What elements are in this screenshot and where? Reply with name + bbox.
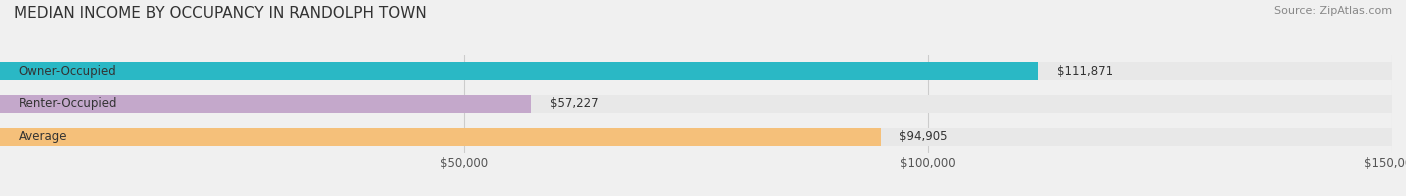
Bar	[0, 62, 1038, 80]
Text: Source: ZipAtlas.com: Source: ZipAtlas.com	[1274, 6, 1392, 16]
Bar	[0, 95, 531, 113]
Text: $111,871: $111,871	[1057, 65, 1112, 78]
Text: $57,227: $57,227	[550, 97, 598, 110]
Text: MEDIAN INCOME BY OCCUPANCY IN RANDOLPH TOWN: MEDIAN INCOME BY OCCUPANCY IN RANDOLPH T…	[14, 6, 427, 21]
Bar	[0, 95, 1392, 113]
Text: Renter-Occupied: Renter-Occupied	[18, 97, 117, 110]
Bar	[0, 128, 880, 145]
Bar	[0, 62, 1392, 80]
Bar	[0, 128, 1392, 145]
Text: Average: Average	[18, 130, 67, 143]
Text: $94,905: $94,905	[900, 130, 948, 143]
Text: Owner-Occupied: Owner-Occupied	[18, 65, 117, 78]
